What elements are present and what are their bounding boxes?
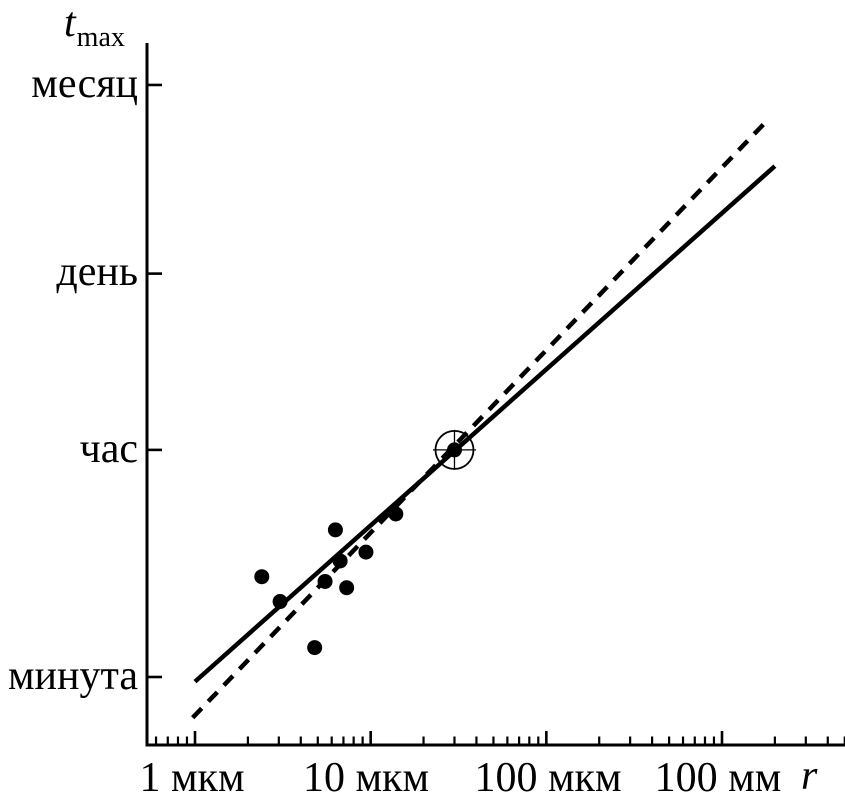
y-tick-label-minute: минута <box>7 653 138 700</box>
y-tick-label-month: месяц <box>31 61 138 108</box>
solid-fit-line <box>193 164 777 684</box>
axes-frame <box>145 43 845 747</box>
x-tick-label-1um: 1 мкм <box>139 755 245 801</box>
data-point <box>388 506 404 522</box>
y-axis-title: tmax <box>64 0 125 52</box>
x-axis-title: r <box>801 753 818 799</box>
y-tick-label-day: день <box>56 249 138 296</box>
highlight-ring <box>434 429 475 470</box>
data-point <box>358 544 374 560</box>
data-point <box>272 594 288 610</box>
highlight-data-point <box>446 442 462 458</box>
x-tick-label-100mm: 100 мм <box>654 755 782 801</box>
data-point <box>307 640 323 656</box>
y-tick-label-hour: час <box>79 426 138 473</box>
y-axis-title-subscript: max <box>76 22 125 53</box>
x-tick-label-100um: 100 мкм <box>474 755 622 801</box>
data-point <box>254 569 270 585</box>
data-point <box>332 553 348 569</box>
data-point <box>327 522 343 538</box>
data-point <box>339 580 355 596</box>
y-axis-title-symbol: t <box>64 0 76 46</box>
data-point <box>317 573 333 589</box>
x-tick-label-10um: 10 мкм <box>302 755 430 801</box>
dashed-theory-line <box>191 117 771 720</box>
